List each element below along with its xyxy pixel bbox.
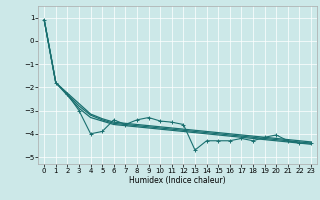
X-axis label: Humidex (Indice chaleur): Humidex (Indice chaleur) [129,176,226,185]
